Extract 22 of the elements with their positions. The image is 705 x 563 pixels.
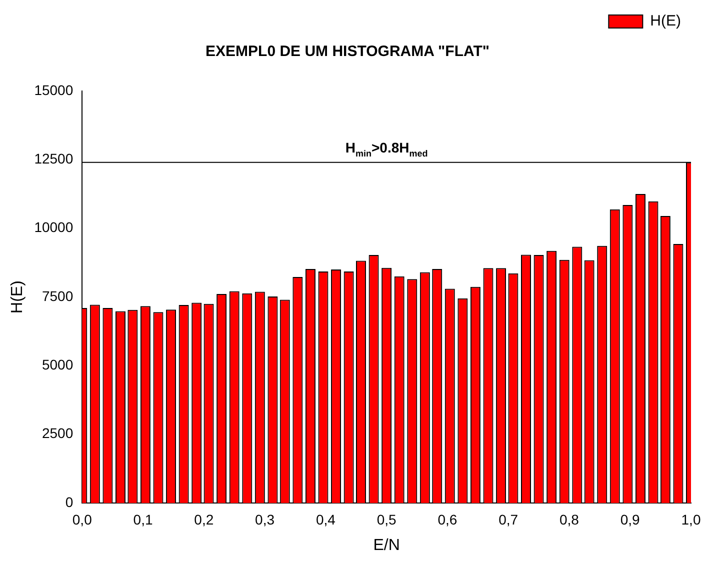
x-axis-title: E/N	[373, 536, 400, 554]
legend-label: H(E)	[650, 12, 682, 30]
y-tick-label: 12500	[34, 150, 74, 167]
x-tick-label: 1,0	[681, 511, 701, 528]
x-tick-label: 0,2	[194, 511, 214, 528]
y-tick-label: 15000	[34, 82, 74, 98]
y-tick-label: 5000	[42, 356, 74, 373]
x-tick-label: 0,9	[620, 511, 640, 528]
chart-title: EXEMPL0 DE UM HISTOGRAMA "FLAT"	[206, 43, 490, 60]
x-tick-label: 0,0	[72, 511, 92, 528]
x-tick-label: 0,7	[498, 511, 518, 528]
x-tick-label: 0,3	[255, 511, 275, 528]
y-axis-title: H(E)	[9, 280, 26, 314]
y-tick-label: 2500	[42, 425, 74, 442]
x-tick-label: 0,1	[133, 511, 153, 528]
y-tick-label: 10000	[34, 219, 74, 236]
y-tick-label: 7500	[42, 288, 74, 304]
x-tick-label: 0,4	[316, 511, 336, 528]
x-tick-label: 0,6	[438, 511, 458, 528]
x-tick-label: 0,8	[559, 511, 580, 528]
y-tick-label: 0	[65, 494, 74, 510]
x-tick-label: 0,5	[376, 511, 397, 528]
